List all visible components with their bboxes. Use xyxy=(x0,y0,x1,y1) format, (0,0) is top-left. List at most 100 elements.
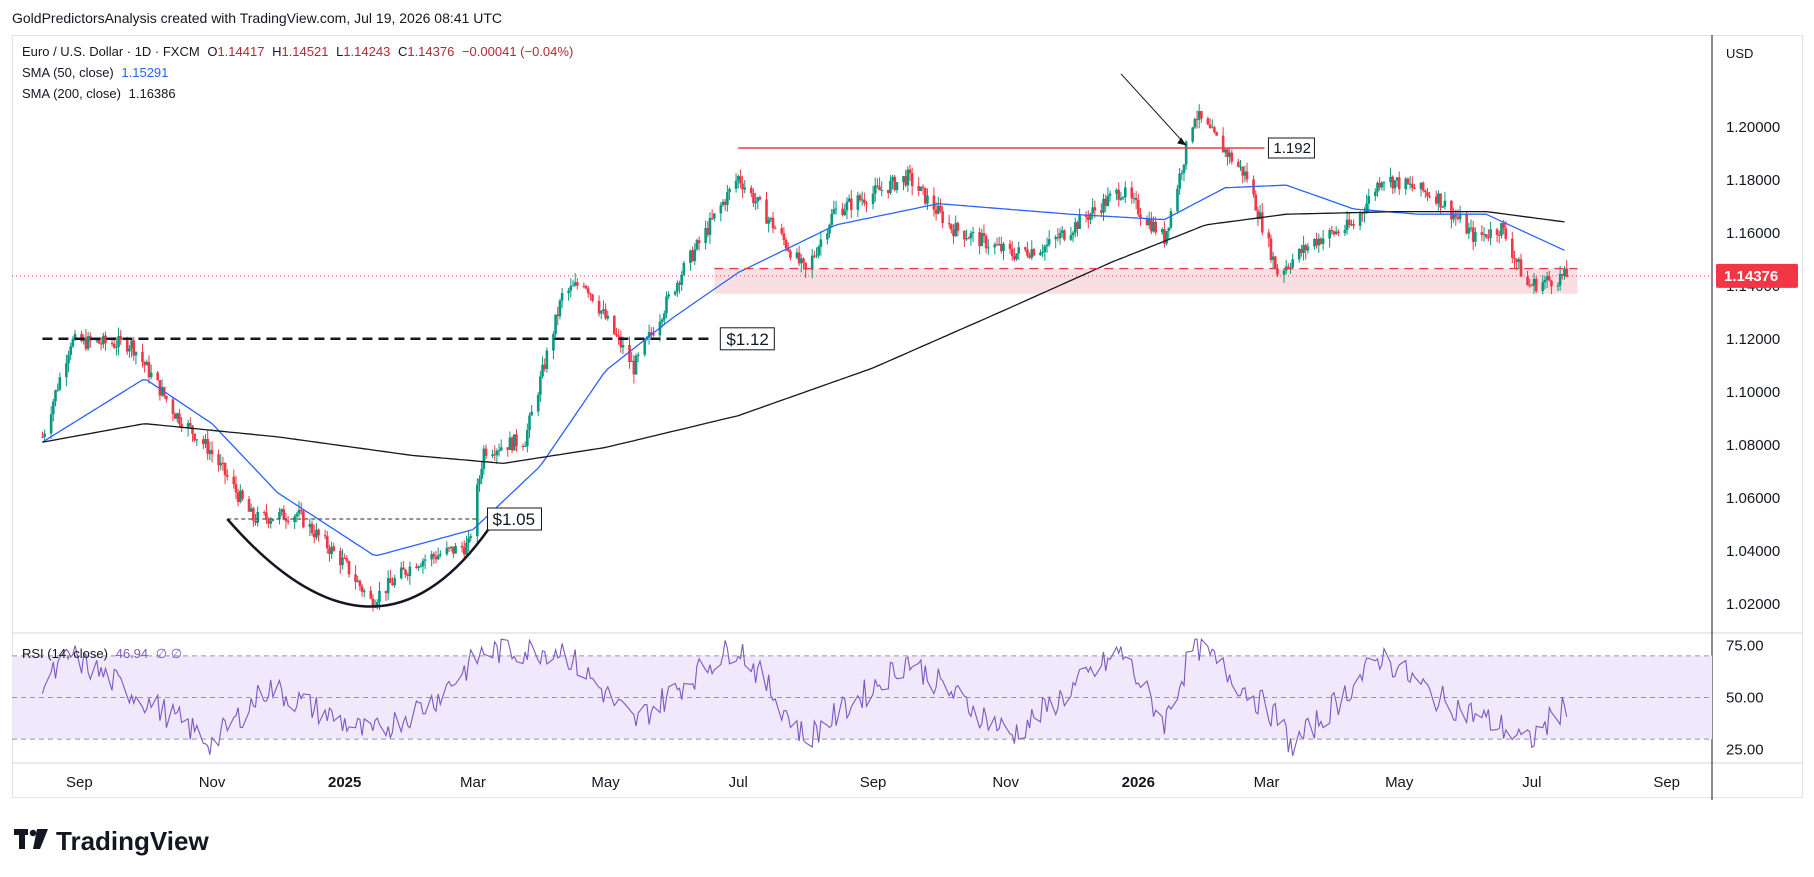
price-candle xyxy=(1302,245,1305,253)
price-candle xyxy=(1069,235,1073,240)
price-candle xyxy=(773,228,777,230)
price-candle xyxy=(1565,268,1568,277)
price-candle xyxy=(128,348,131,352)
price-candle xyxy=(515,434,518,447)
sma50-label: SMA (50, close) xyxy=(22,65,114,80)
price-candle xyxy=(417,566,420,568)
price-candle xyxy=(804,262,807,270)
price-candle xyxy=(386,578,390,594)
price-candle xyxy=(710,218,714,220)
price-candle xyxy=(1410,183,1414,188)
price-candle xyxy=(797,252,801,264)
chart-frame[interactable] xyxy=(12,35,1803,798)
price-candle xyxy=(254,520,257,523)
price-candle xyxy=(828,224,831,234)
price-candle xyxy=(1230,152,1234,162)
price-candle xyxy=(1026,249,1029,256)
price-candle xyxy=(1228,152,1231,157)
price-candle xyxy=(1550,280,1553,287)
price-candle xyxy=(67,354,70,364)
price-candle xyxy=(315,529,318,538)
price-candle xyxy=(799,258,803,264)
price-candle xyxy=(378,590,381,603)
price-candle xyxy=(1317,238,1321,246)
price-candle xyxy=(819,239,823,247)
price-candle xyxy=(817,246,820,256)
price-candle xyxy=(1558,274,1562,286)
price-candle xyxy=(1532,278,1536,286)
price-candle xyxy=(591,294,594,301)
currency-button[interactable]: USD xyxy=(1726,46,1754,61)
price-candle xyxy=(1063,230,1066,240)
price-tick-label: 1.08000 xyxy=(1726,437,1780,454)
price-candle xyxy=(895,182,899,191)
price-candle xyxy=(782,233,786,241)
price-candle xyxy=(1358,213,1362,226)
sma200-line xyxy=(42,210,1565,465)
price-candle xyxy=(1306,246,1310,251)
price-candle xyxy=(1276,268,1279,275)
price-candle xyxy=(643,339,647,355)
price-candle xyxy=(1517,259,1521,262)
cup-pattern-arc xyxy=(226,518,490,608)
price-candle xyxy=(815,255,818,257)
price-candle xyxy=(1041,252,1044,254)
price-candle xyxy=(697,240,701,244)
price-candle xyxy=(893,176,897,191)
price-candle xyxy=(1226,149,1229,157)
price-candle xyxy=(950,224,953,230)
price-candle xyxy=(582,285,586,287)
price-candle xyxy=(728,188,731,193)
price-candle xyxy=(188,423,192,426)
price-tick-label: 1.20000 xyxy=(1726,119,1780,136)
price-candle xyxy=(104,335,107,344)
price-candle xyxy=(1556,285,1560,287)
price-candle xyxy=(97,340,101,344)
price-candle xyxy=(223,462,227,476)
price-candle xyxy=(680,274,684,285)
price-candle xyxy=(1439,193,1442,208)
price-candle xyxy=(360,586,364,592)
price-candle xyxy=(1271,256,1275,261)
price-candle xyxy=(1495,229,1499,235)
price-candle xyxy=(1465,214,1468,234)
price-candle xyxy=(512,434,516,451)
price-candle xyxy=(1076,222,1079,229)
price-candle xyxy=(1352,224,1355,226)
price-candle xyxy=(984,236,988,249)
price-candle xyxy=(628,344,631,362)
price-candle xyxy=(695,240,699,250)
price-candle xyxy=(1337,231,1340,234)
price-candle xyxy=(789,250,792,258)
price-candle xyxy=(1363,212,1366,214)
price-candle xyxy=(1165,230,1168,244)
price-candle xyxy=(1365,203,1368,213)
price-candle xyxy=(125,339,129,352)
tradingview-logo[interactable]: TradingView xyxy=(14,826,209,857)
time-axis-label: Sep xyxy=(1653,774,1680,791)
price-candle xyxy=(362,590,366,592)
price-candle xyxy=(1213,127,1216,133)
price-candle xyxy=(1123,187,1127,198)
price-candle xyxy=(704,228,707,244)
change-value: −0.00041 (−0.04%) xyxy=(461,44,574,59)
price-candle xyxy=(149,372,153,378)
price-candle xyxy=(902,176,905,183)
low-value: 1.14243 xyxy=(343,44,391,59)
price-candle xyxy=(436,555,440,560)
price-candle xyxy=(865,203,868,205)
price-candle xyxy=(743,187,747,190)
price-candle xyxy=(217,454,220,466)
price-candle xyxy=(389,578,392,583)
price-candle xyxy=(1147,219,1151,226)
price-candle xyxy=(528,415,531,431)
price-candle xyxy=(993,244,997,248)
price-candle xyxy=(1450,200,1453,220)
price-candle xyxy=(923,187,927,204)
price-candle xyxy=(371,598,375,608)
price-tick-label: 1.10000 xyxy=(1726,384,1780,401)
top-arrow-head xyxy=(1177,137,1187,146)
price-candle xyxy=(995,244,999,246)
price-candle xyxy=(1160,229,1164,233)
